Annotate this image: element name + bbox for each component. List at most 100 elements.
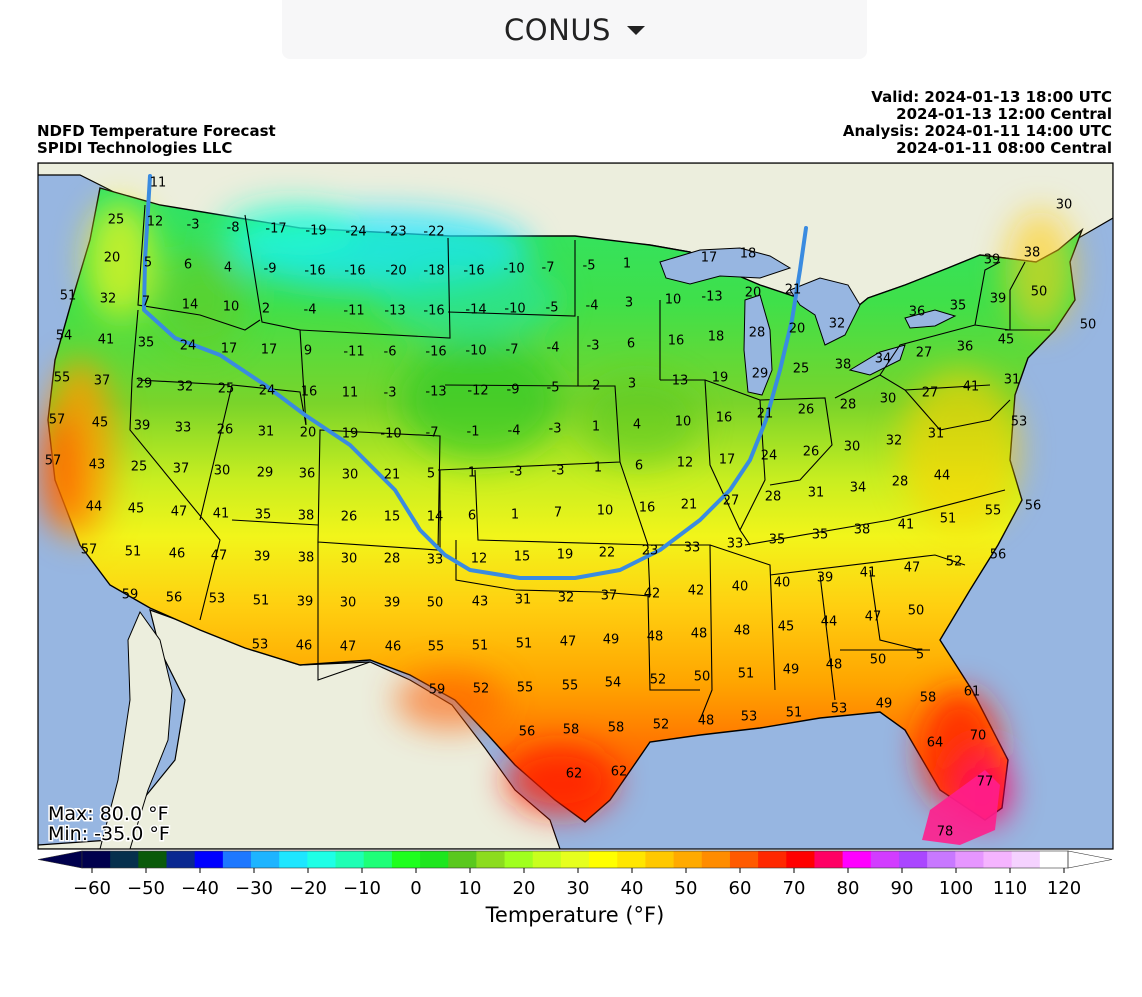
temperature-label: -5 xyxy=(546,301,559,316)
temperature-label: 31 xyxy=(258,425,275,440)
temperature-label: 35 xyxy=(812,528,829,543)
temperature-label: 21 xyxy=(757,407,774,422)
temperature-label: 55 xyxy=(562,679,579,694)
temperature-label: 12 xyxy=(147,215,164,230)
colorbar-swatch xyxy=(420,851,449,868)
temperature-label: 50 xyxy=(694,670,711,685)
lake-michigan xyxy=(743,294,773,396)
temperature-label: 20 xyxy=(789,322,806,337)
temperature-label: 37 xyxy=(601,589,618,604)
lake-erie xyxy=(848,344,906,376)
temperature-label: 48 xyxy=(734,624,751,639)
temperature-label: 45 xyxy=(778,620,795,635)
temperature-label: 12 xyxy=(677,456,694,471)
temperature-label: 9 xyxy=(304,344,312,359)
temperature-label: 51 xyxy=(738,667,755,682)
colorbar-swatch xyxy=(194,851,224,868)
temperature-label: 47 xyxy=(211,549,228,564)
temperature-label: 34 xyxy=(850,481,867,496)
temperature-label: 58 xyxy=(608,721,625,736)
colorbar-swatch xyxy=(307,851,337,868)
temperature-label: -11 xyxy=(343,304,364,319)
temperature-label: 27 xyxy=(916,346,933,361)
temperature-label: 11 xyxy=(150,176,167,191)
temperature-label: 42 xyxy=(644,587,661,602)
temperature-label: 27 xyxy=(922,386,939,401)
temperature-label: -4 xyxy=(586,299,599,314)
figure-title: NDFD Temperature Forecast xyxy=(37,122,276,140)
temperature-label: 44 xyxy=(86,500,103,515)
colorbar-low-arrow xyxy=(37,850,83,869)
temperature-label: 28 xyxy=(892,475,909,490)
temperature-label: 28 xyxy=(840,398,857,413)
temperature-label: 41 xyxy=(213,507,230,522)
temperature-label: 61 xyxy=(964,685,981,700)
temperature-label: 16 xyxy=(668,334,685,349)
temperature-label: 45 xyxy=(128,502,145,517)
temperature-label: -8 xyxy=(227,221,240,236)
colorbar-ticks: −60 −50 −40 −30 −20 −10 0 10 20 30 40 50 60 70 80 90 100… xyxy=(73,868,1081,899)
temperature-label: -10 xyxy=(504,302,525,317)
temperature-label: 30 xyxy=(844,440,861,455)
temperature-label: -16 xyxy=(304,264,325,279)
colorbar-swatch xyxy=(842,851,872,868)
colorbar-swatch xyxy=(701,851,731,868)
temperature-label: 54 xyxy=(56,329,73,344)
colorbar-tick-label: 0 xyxy=(410,878,421,899)
colorbar-swatch xyxy=(363,851,393,868)
temperature-label: -16 xyxy=(463,264,484,279)
temperature-label: 53 xyxy=(209,592,226,607)
temperature-label: 27 xyxy=(723,494,740,509)
colorbar-swatch xyxy=(560,851,590,868)
temperature-label: 29 xyxy=(136,377,153,392)
temperature-label: 4 xyxy=(224,261,232,276)
temperature-label: 35 xyxy=(255,508,272,523)
temperature-label: -7 xyxy=(506,343,519,358)
temperature-label: -3 xyxy=(587,339,600,354)
temperature-label: 48 xyxy=(647,630,664,645)
cold-front-line xyxy=(142,174,808,580)
temperature-label: 38 xyxy=(298,551,315,566)
temperature-label: 51 xyxy=(253,594,270,609)
temperature-label: 36 xyxy=(909,305,926,320)
temperature-label: -24 xyxy=(345,225,366,240)
temperature-label: 15 xyxy=(384,510,401,525)
temperature-label: 48 xyxy=(698,714,715,729)
temperature-label: 21 xyxy=(785,283,802,298)
temperature-label: 7 xyxy=(142,295,150,310)
temperature-label: 45 xyxy=(998,333,1015,348)
temperature-label: 19 xyxy=(342,427,359,442)
colorbar-swatch xyxy=(251,851,280,868)
temperature-label: 52 xyxy=(650,673,667,688)
temperature-label: 10 xyxy=(597,504,614,519)
figure-credit: SPIDI Technologies LLC xyxy=(37,139,233,157)
colorbar-swatch xyxy=(729,851,759,868)
region-dropdown[interactable]: CONUS xyxy=(282,0,867,59)
temperature-label: -12 xyxy=(467,384,488,399)
colorbar-tick-label: −40 xyxy=(181,878,219,899)
temperature-label: 53 xyxy=(831,702,848,717)
temperature-label: 35 xyxy=(950,299,967,314)
temperature-label: 39 xyxy=(384,596,401,611)
temperature-label: 51 xyxy=(125,545,142,560)
temperature-label: 17 xyxy=(261,343,278,358)
temperature-label: 24 xyxy=(761,449,778,464)
colorbar-tick-label: −10 xyxy=(343,878,381,899)
colorbar-swatch xyxy=(138,851,168,868)
temperature-label: 30 xyxy=(342,468,359,483)
temperature-label: 51 xyxy=(940,512,957,527)
temperature-label: -3 xyxy=(384,386,397,401)
temperature-label: -10 xyxy=(380,427,401,442)
colorbar-swatch xyxy=(1039,851,1069,868)
temperature-label: 17 xyxy=(719,453,736,468)
temperature-label: 30 xyxy=(880,392,897,407)
colorbar-tick-label: −30 xyxy=(235,878,273,899)
temperature-label: 39 xyxy=(984,253,1001,268)
temperature-label: 36 xyxy=(957,340,974,355)
temperature-label: 26 xyxy=(803,445,820,460)
temperature-label: -13 xyxy=(425,385,446,400)
map-frame xyxy=(37,162,1114,850)
temperature-label: -9 xyxy=(264,262,277,277)
state-borders xyxy=(129,204,1050,721)
